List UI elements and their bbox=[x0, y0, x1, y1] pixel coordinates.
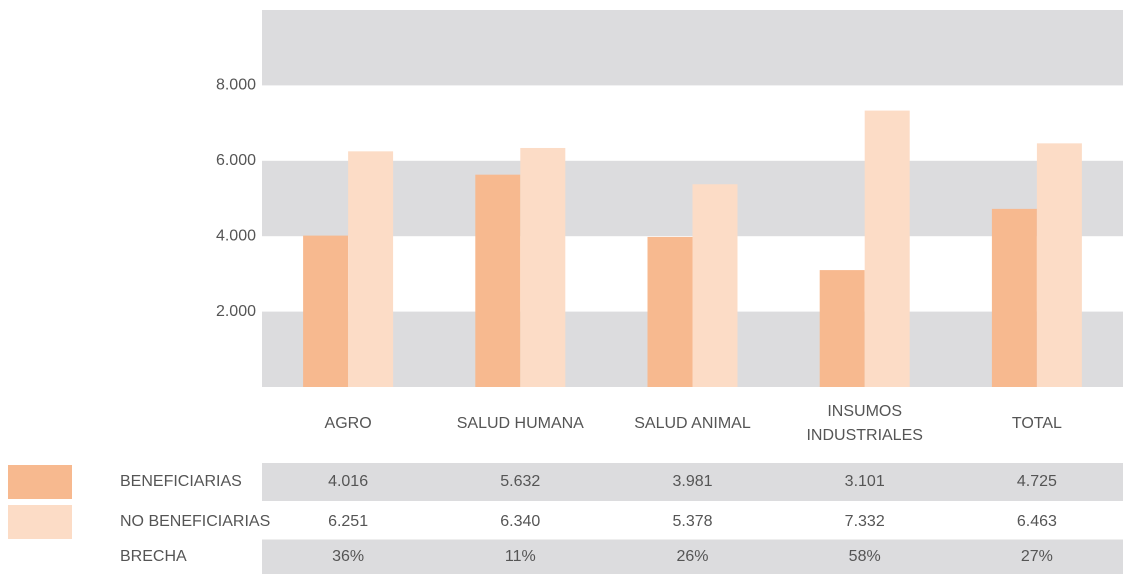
bar bbox=[647, 236, 693, 387]
bar bbox=[475, 174, 521, 387]
bar bbox=[819, 270, 865, 387]
legend-swatch bbox=[8, 505, 72, 539]
x-tick-label: TOTAL bbox=[1012, 415, 1062, 432]
table-cell: 3.981 bbox=[672, 473, 712, 490]
x-tick-label: AGRO bbox=[325, 415, 372, 432]
table-cell: 3.101 bbox=[845, 473, 885, 490]
bar bbox=[520, 147, 566, 387]
table-cell: 36% bbox=[332, 548, 364, 565]
table-cell: 7.332 bbox=[845, 513, 885, 530]
table-cell: 5.632 bbox=[500, 473, 540, 490]
y-tick-label: 2.000 bbox=[216, 303, 256, 320]
bar bbox=[692, 184, 738, 387]
table-cell: 58% bbox=[849, 548, 881, 565]
grid-band bbox=[262, 10, 1123, 86]
table-cell: 11% bbox=[505, 548, 536, 565]
row-label: BRECHA bbox=[120, 548, 187, 565]
table-row-band bbox=[262, 539, 1123, 574]
bar bbox=[864, 110, 910, 387]
table-cell: 5.378 bbox=[672, 513, 712, 530]
table-cell: 4.725 bbox=[1017, 473, 1057, 490]
x-tick-label: INSUMOS INDUSTRIALES bbox=[806, 403, 922, 444]
x-tick-label: SALUD HUMANA bbox=[457, 415, 584, 432]
bar bbox=[991, 208, 1037, 387]
table-cell: 26% bbox=[676, 548, 708, 565]
table-row-band bbox=[262, 463, 1123, 501]
table-cell: 6.463 bbox=[1017, 513, 1057, 530]
legend-swatch bbox=[8, 465, 72, 499]
bar bbox=[303, 235, 349, 387]
table-cell: 27% bbox=[1021, 548, 1053, 565]
table-cell: 4.016 bbox=[328, 473, 368, 490]
row-label: NO BENEFICIARIAS bbox=[120, 513, 270, 530]
row-label: BENEFICIARIAS bbox=[120, 473, 242, 490]
table-cell: 6.251 bbox=[328, 513, 368, 530]
y-tick-label: 8.000 bbox=[216, 77, 256, 94]
bar bbox=[348, 151, 394, 387]
bar bbox=[1036, 143, 1082, 387]
table-cell: 6.340 bbox=[500, 513, 540, 530]
x-tick-label: SALUD ANIMAL bbox=[634, 415, 751, 432]
y-tick-label: 6.000 bbox=[216, 152, 256, 169]
y-tick-label: 4.000 bbox=[216, 227, 256, 244]
